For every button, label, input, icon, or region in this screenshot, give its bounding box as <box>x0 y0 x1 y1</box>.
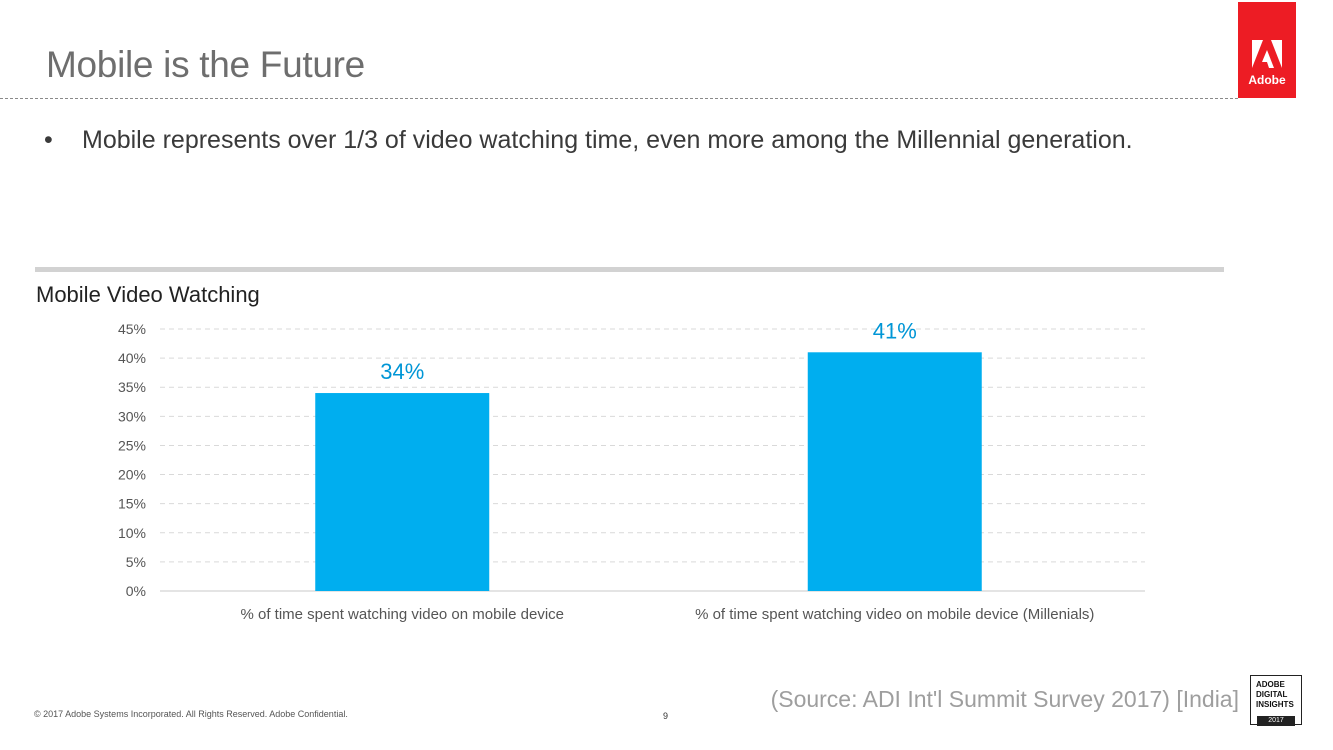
y-tick-label: 15% <box>118 496 146 512</box>
bar <box>315 393 490 591</box>
adobe-a-icon <box>1252 40 1282 68</box>
badge-line-1: ADOBE <box>1256 680 1285 689</box>
adobe-logo: Adobe <box>1238 2 1296 98</box>
badge-line-3: INSIGHTS <box>1256 700 1294 709</box>
bullet-point: • Mobile represents over 1/3 of video wa… <box>44 126 1133 155</box>
page-number: 9 <box>663 711 669 721</box>
y-tick-label: 0% <box>126 583 146 599</box>
chart-title: Mobile Video Watching <box>36 282 260 307</box>
y-tick-label: 25% <box>118 437 146 453</box>
y-tick-label: 20% <box>118 467 146 483</box>
badge-year: 2017 <box>1257 716 1295 726</box>
bullet-icon: • <box>44 126 53 154</box>
footer-copyright: © 2017 Adobe Systems Incorporated. All R… <box>34 709 348 719</box>
y-tick-label: 45% <box>118 321 146 337</box>
bar <box>807 352 982 591</box>
y-tick-label: 30% <box>118 408 146 424</box>
data-label: 34% <box>380 359 424 384</box>
y-tick-label: 40% <box>118 350 146 366</box>
adobe-digital-insights-badge: ADOBE DIGITAL INSIGHTS 2017 <box>1250 675 1302 726</box>
adobe-logo-text: Adobe <box>1248 73 1286 87</box>
slide-title: Mobile is the Future <box>46 44 365 85</box>
y-tick-label: 5% <box>126 554 146 570</box>
y-tick-label: 10% <box>118 525 146 541</box>
badge-line-2: DIGITAL <box>1256 690 1288 699</box>
y-tick-label: 35% <box>118 379 146 395</box>
x-category-label: % of time spent watching video on mobile… <box>240 606 564 623</box>
source-citation: (Source: ADI Int'l Summit Survey 2017) [… <box>770 686 1239 712</box>
bullet-text: Mobile represents over 1/3 of video watc… <box>82 126 1133 154</box>
x-category-label: % of time spent watching video on mobile… <box>695 606 1094 623</box>
section-divider <box>35 267 1224 272</box>
title-divider <box>0 98 1238 99</box>
data-label: 41% <box>873 318 917 343</box>
